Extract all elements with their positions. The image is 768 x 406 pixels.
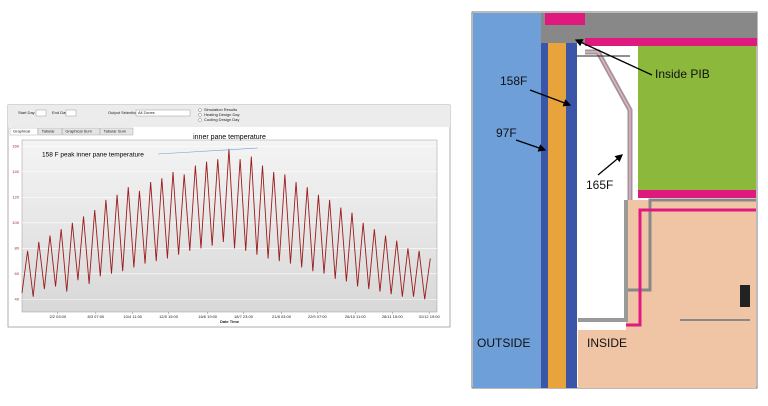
tab-label: Graphical Sum bbox=[65, 129, 92, 134]
tab[interactable] bbox=[62, 127, 100, 136]
region-label: INSIDE bbox=[587, 336, 627, 350]
x-tick-label: 8/3 07:00 bbox=[87, 314, 104, 319]
glass-gap bbox=[548, 22, 566, 388]
radio-button[interactable] bbox=[198, 118, 202, 122]
x-axis-label: Date Time bbox=[220, 319, 240, 324]
start-day-label: Start Day bbox=[18, 110, 35, 115]
annotation-arrow bbox=[157, 147, 259, 155]
x-tick-label: 28/11 15:00 bbox=[382, 314, 404, 319]
outside-pane bbox=[473, 13, 541, 388]
insulation bbox=[638, 46, 756, 196]
radio-button[interactable] bbox=[198, 113, 202, 117]
x-tick-label: 21/8 03:00 bbox=[272, 314, 292, 319]
end-day-input[interactable] bbox=[65, 109, 77, 117]
x-tick-label: 22/9 07:00 bbox=[308, 314, 328, 319]
chart-title: inner pane temperature bbox=[193, 134, 266, 141]
inner-pane bbox=[566, 22, 577, 388]
y-tick-label: 40 bbox=[15, 296, 20, 301]
y-tick-label: 60 bbox=[15, 271, 20, 276]
tab-label: Tabular Sum bbox=[104, 129, 127, 134]
y-tick-label: 80 bbox=[15, 245, 20, 250]
region-label: OUTSIDE bbox=[477, 336, 530, 350]
output-selection-label: Output Selection bbox=[108, 110, 138, 115]
zone-select[interactable] bbox=[135, 109, 191, 117]
y-tick-label: 160 bbox=[12, 143, 19, 148]
y-tick-label: 120 bbox=[12, 194, 19, 199]
data-line bbox=[21, 148, 431, 300]
tab[interactable] bbox=[9, 127, 38, 136]
radio-label: Simulation Results bbox=[204, 107, 237, 112]
x-tick-label: 2/2 03:00 bbox=[49, 314, 66, 319]
software-window: Start Day End Day Output Selection All Z… bbox=[7, 104, 451, 328]
y-tick-label: 100 bbox=[12, 220, 19, 225]
x-tick-label: 16/6 19:00 bbox=[198, 314, 218, 319]
x-tick-label: 12/5 15:00 bbox=[159, 314, 179, 319]
tab[interactable] bbox=[38, 127, 62, 136]
radio-label: Cooling Design Day bbox=[204, 117, 239, 122]
x-tick-label: 26/10 11:00 bbox=[345, 314, 367, 319]
start-day-input[interactable] bbox=[35, 109, 47, 117]
annotation: 158 F peak inner pane temperature bbox=[42, 152, 144, 159]
tab[interactable] bbox=[100, 127, 134, 136]
temp-label: 165F bbox=[586, 178, 613, 192]
x-tick-label: 18/7 23:00 bbox=[234, 314, 254, 319]
zone-value: All Zones bbox=[138, 110, 155, 115]
temp-label: 97F bbox=[496, 126, 517, 140]
end-day-label: End Day bbox=[52, 110, 67, 115]
y-tick-label: 140 bbox=[12, 169, 19, 174]
callout-label: Inside PIB bbox=[655, 67, 710, 81]
radio-label: Heating Design Day bbox=[204, 112, 240, 117]
x-tick-label: 31/12 19:00 bbox=[419, 314, 441, 319]
radio-button[interactable] bbox=[198, 108, 202, 112]
tab-label: Tabular bbox=[42, 129, 56, 134]
window-section: 158F 97F 165F Inside PIB OUTSIDE INSIDE bbox=[471, 11, 758, 389]
tab-label: Graphical bbox=[13, 129, 30, 134]
x-tick-label: 10/4 11:00 bbox=[123, 314, 142, 319]
temp-label: 158F bbox=[500, 74, 527, 88]
